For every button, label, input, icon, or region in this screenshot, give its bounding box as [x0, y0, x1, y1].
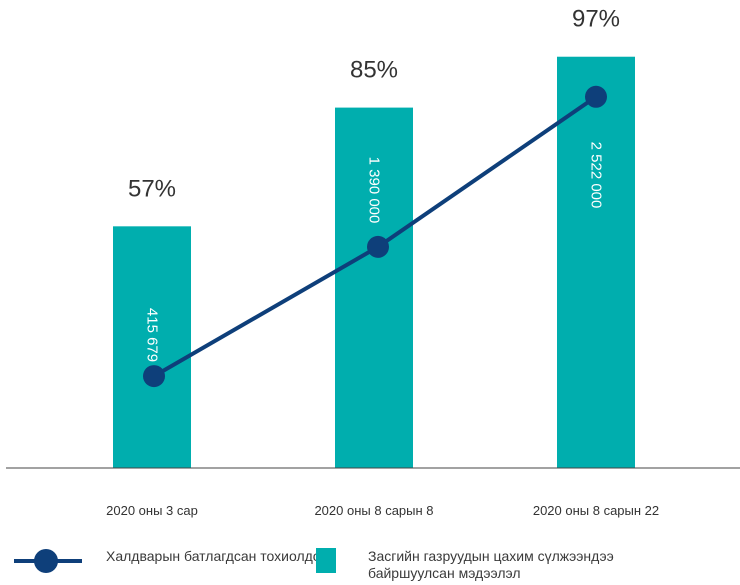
bar	[557, 56, 635, 468]
line-marker	[367, 235, 389, 258]
chart-area: 57% 85% 97% 415 679 1 390 000 2 522 000 2020…	[6, 6, 740, 518]
legend-line-label: Халдварын батлагдсан тохиолдол	[106, 548, 329, 564]
line-marker	[585, 85, 607, 108]
line-value-label: 415 679	[144, 308, 161, 362]
bar-percent-label: 85%	[350, 57, 398, 84]
line-marker	[143, 365, 165, 388]
legend-item-line: Халдварын батлагдсан тохиолдол	[14, 548, 329, 573]
bar-percent-label: 57%	[128, 175, 176, 202]
line-value-label: 1 390 000	[366, 157, 383, 224]
line-value-label: 2 522 000	[588, 142, 605, 209]
bar	[113, 226, 191, 468]
legend-item-bar: Засгийн газруудын цахим сүлжээндээ байрш…	[316, 548, 668, 582]
bar-percent-label: 97%	[572, 6, 620, 33]
x-tick-label: 2020 оны 8 сарын 22	[533, 503, 659, 518]
bar	[335, 107, 413, 468]
legend-bar-label: Засгийн газруудын цахим сүлжээндээ байрш…	[368, 548, 614, 581]
legend-line-swatch	[14, 548, 82, 573]
legend-bar-swatch	[316, 548, 336, 573]
legend: Халдварын батлагдсан тохиолдол Засгийн г…	[0, 548, 740, 585]
x-tick-label: 2020 оны 8 сарын 8	[314, 503, 433, 518]
x-tick-label: 2020 оны 3 сар	[106, 503, 198, 518]
